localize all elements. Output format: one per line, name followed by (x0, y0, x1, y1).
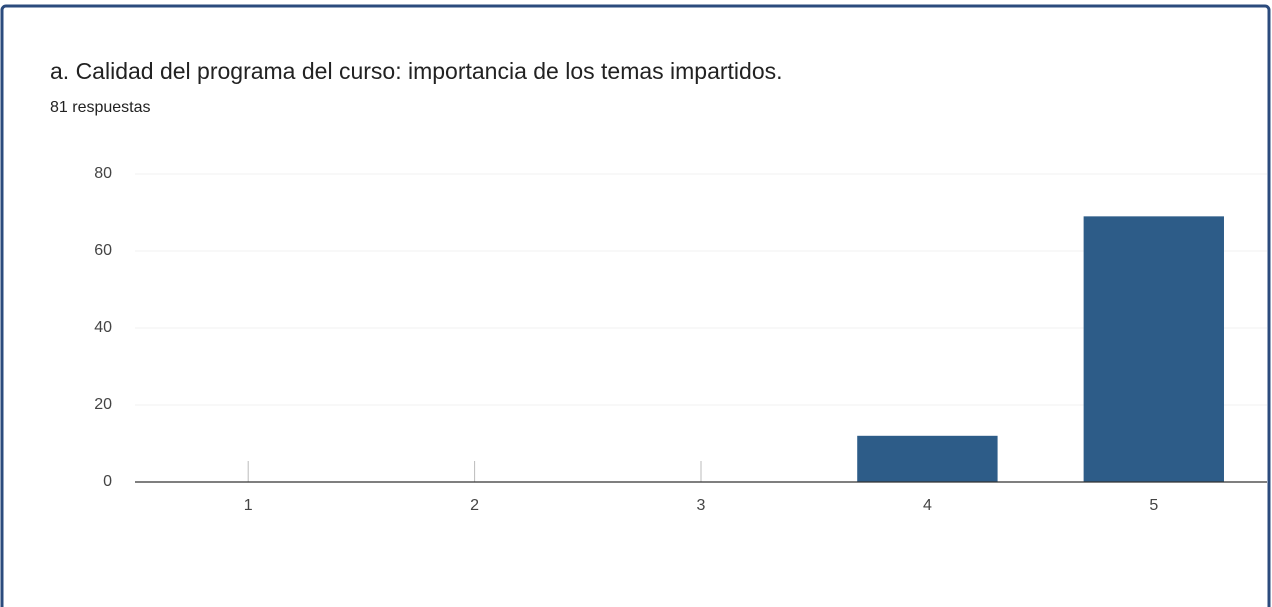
bar (857, 435, 998, 482)
bar (1083, 216, 1224, 482)
y-tick-label: 20 (94, 396, 112, 413)
y-tick-label: 80 (94, 165, 112, 182)
x-tick-label: 5 (1149, 497, 1158, 514)
chart-subtitle: 81 respuestas (50, 99, 151, 116)
frame (0, 4, 1271, 607)
y-tick-label: 40 (94, 319, 112, 336)
x-tick-label: 3 (697, 497, 706, 514)
x-tick-label: 4 (923, 497, 932, 514)
x-tick-label: 1 (244, 497, 253, 514)
x-tick-label: 2 (470, 497, 479, 514)
chart-title: a. Calidad del programa del curso: impor… (50, 58, 783, 84)
y-tick-label: 60 (94, 242, 112, 259)
y-tick-label: 0 (103, 473, 112, 490)
